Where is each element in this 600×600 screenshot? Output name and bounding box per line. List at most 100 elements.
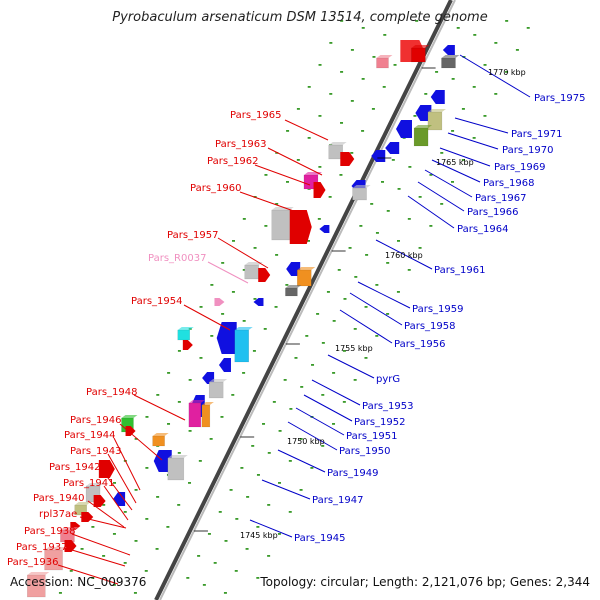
tick-mark — [342, 350, 346, 352]
tick-mark — [382, 86, 386, 88]
gene-box-top — [414, 125, 433, 128]
leader-line — [424, 169, 473, 198]
tick-mark — [353, 328, 357, 330]
tick-mark — [371, 108, 375, 110]
gene-label-right: Pars_1961 — [434, 265, 485, 276]
tick-mark — [283, 379, 287, 381]
gene-box-top — [285, 285, 302, 288]
kbp-label: 1745 kbp — [240, 531, 278, 540]
tick-mark — [188, 430, 192, 432]
leader-line — [267, 147, 323, 176]
gene-arrow — [81, 512, 94, 522]
leader-line — [183, 304, 231, 331]
gene-arrow — [371, 150, 386, 162]
gene-label-left: Pars_1936 — [7, 557, 58, 568]
leader-line — [417, 181, 465, 212]
gene-box-top — [188, 400, 205, 403]
leader-line — [71, 549, 126, 567]
tick-mark — [234, 570, 238, 572]
tick-mark — [245, 548, 249, 550]
tick-mark — [515, 49, 519, 51]
tick-mark — [375, 232, 379, 234]
tick-mark — [235, 518, 239, 520]
kbp-label: 1755 kbp — [335, 344, 373, 353]
tick-mark — [396, 291, 400, 293]
backbone-line — [154, 0, 453, 600]
gene-label-left: Pars_1954 — [131, 296, 182, 307]
gene-box-top — [121, 415, 138, 418]
gene-label-right: Pars_1967 — [475, 193, 526, 204]
tick-mark — [472, 86, 476, 88]
gene-label-right: Pars_1950 — [339, 446, 390, 457]
tick-mark — [113, 482, 117, 484]
tick-mark — [58, 592, 62, 594]
tick-mark — [408, 166, 412, 168]
tick-mark — [386, 313, 390, 315]
tick-mark — [145, 518, 149, 520]
tick-mark — [317, 218, 321, 220]
tick-mark — [318, 115, 322, 117]
gene-label-left: Pars_1943 — [70, 446, 121, 457]
gene-arrow — [415, 105, 432, 121]
tick-mark — [288, 511, 292, 513]
gene-box-top — [352, 185, 371, 188]
tick-mark — [199, 357, 203, 359]
leader-line — [287, 421, 338, 451]
tick-mark — [263, 328, 267, 330]
leader-line — [357, 281, 411, 309]
gene-box-top — [411, 45, 430, 48]
gene-box-top — [177, 327, 194, 330]
tick-mark — [240, 467, 244, 469]
leader-line — [119, 423, 163, 461]
gene-label-left: Pars_1937 — [16, 542, 67, 553]
tick-mark — [252, 350, 256, 352]
tick-mark — [278, 430, 282, 432]
tick-mark — [305, 335, 309, 337]
leader-line — [101, 469, 133, 511]
backbone-shadow — [159, 0, 456, 600]
topology-text: Topology: circular; Length: 2,121,076 bp… — [260, 575, 590, 589]
gene-label-left: Pars_1938 — [24, 526, 75, 537]
gene-box-top — [376, 55, 393, 58]
tick-mark — [332, 423, 336, 425]
tick-mark — [198, 460, 202, 462]
tick-mark — [272, 401, 276, 403]
gene-box — [376, 57, 389, 69]
gene-arrow — [289, 210, 312, 244]
tick-mark — [246, 496, 250, 498]
tick-mark — [316, 313, 320, 315]
tick-mark — [461, 159, 465, 161]
leader-line — [277, 449, 326, 473]
tick-mark — [202, 584, 206, 586]
kbp-label: 1760 kbp — [385, 251, 423, 260]
kbp-label: 1750 kbp — [287, 437, 325, 446]
gene-box-top — [441, 55, 460, 58]
leader-line — [459, 54, 531, 98]
genome-title: Pyrobaculum arsenaticum DSM 13514, compl… — [112, 10, 488, 25]
gene-box-top — [27, 572, 50, 575]
tick-mark — [353, 379, 357, 381]
gene-label-left: Pars_1957 — [167, 230, 218, 241]
leader-line — [311, 379, 361, 406]
tick-mark — [397, 188, 401, 190]
tick-mark — [494, 42, 498, 44]
gene-arrow — [396, 120, 412, 138]
leader-line — [454, 117, 509, 134]
leader-line — [254, 164, 311, 186]
tick-mark — [221, 313, 225, 315]
tick-mark — [386, 210, 390, 212]
tick-mark — [526, 27, 530, 29]
gene-arrow — [93, 495, 106, 507]
gene-box-top — [152, 433, 169, 436]
tick-mark — [337, 269, 341, 271]
leader-line — [71, 533, 131, 556]
tick-mark — [145, 467, 149, 469]
tick-mark — [207, 533, 211, 535]
tick-mark — [278, 482, 282, 484]
gene-arrow — [64, 540, 77, 552]
tick-mark — [350, 100, 354, 102]
tick-mark — [296, 159, 300, 161]
tick-mark — [134, 489, 138, 491]
tick-mark — [418, 247, 422, 249]
gene-label-right: Pars_1952 — [354, 417, 405, 428]
